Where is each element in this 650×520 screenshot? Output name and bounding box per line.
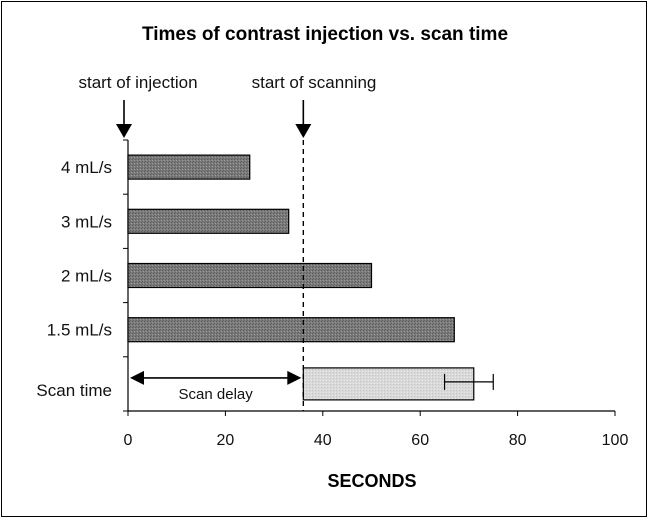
arrow-left-icon	[130, 370, 144, 385]
arrow-right-icon	[287, 370, 302, 385]
y-category-label: 4 mL/s	[61, 158, 112, 177]
y-category-label-scan: Scan time	[36, 381, 112, 400]
y-category-label: 3 mL/s	[61, 212, 112, 231]
annotations: start of injection start of scanning Scan …	[78, 73, 376, 411]
chart-title: Times of contrast injection vs. scan tim…	[142, 24, 508, 45]
x-axis-label: SECONDS	[327, 471, 416, 491]
bar	[127, 154, 251, 180]
x-tick-label: 60	[411, 432, 429, 449]
annotation-scan-delay: Scan delay	[179, 386, 254, 403]
bars	[127, 154, 494, 401]
annotation-start-scanning: start of scanning	[252, 73, 377, 92]
y-category-label: 1.5 mL/s	[47, 321, 112, 340]
y-category-label: 2 mL/s	[61, 267, 112, 286]
x-tick-label: 100	[602, 432, 629, 449]
x-tick-label: 40	[314, 432, 332, 449]
annotation-start-injection: start of injection	[78, 73, 197, 92]
x-tick-label: 80	[509, 432, 527, 449]
axes: 0 20 40 60 80 100 4 mL/s 3 mL/s 2 mL/s 1.5 mL/s Sc…	[36, 139, 629, 449]
bar	[127, 208, 290, 234]
bar	[127, 317, 455, 343]
arrow-down-icon	[116, 124, 132, 138]
scan-time-bar	[302, 367, 475, 401]
bar	[127, 262, 373, 289]
arrow-down-icon	[295, 124, 312, 138]
x-tick-label: 20	[217, 432, 235, 449]
x-tick-label: 0	[124, 432, 133, 449]
